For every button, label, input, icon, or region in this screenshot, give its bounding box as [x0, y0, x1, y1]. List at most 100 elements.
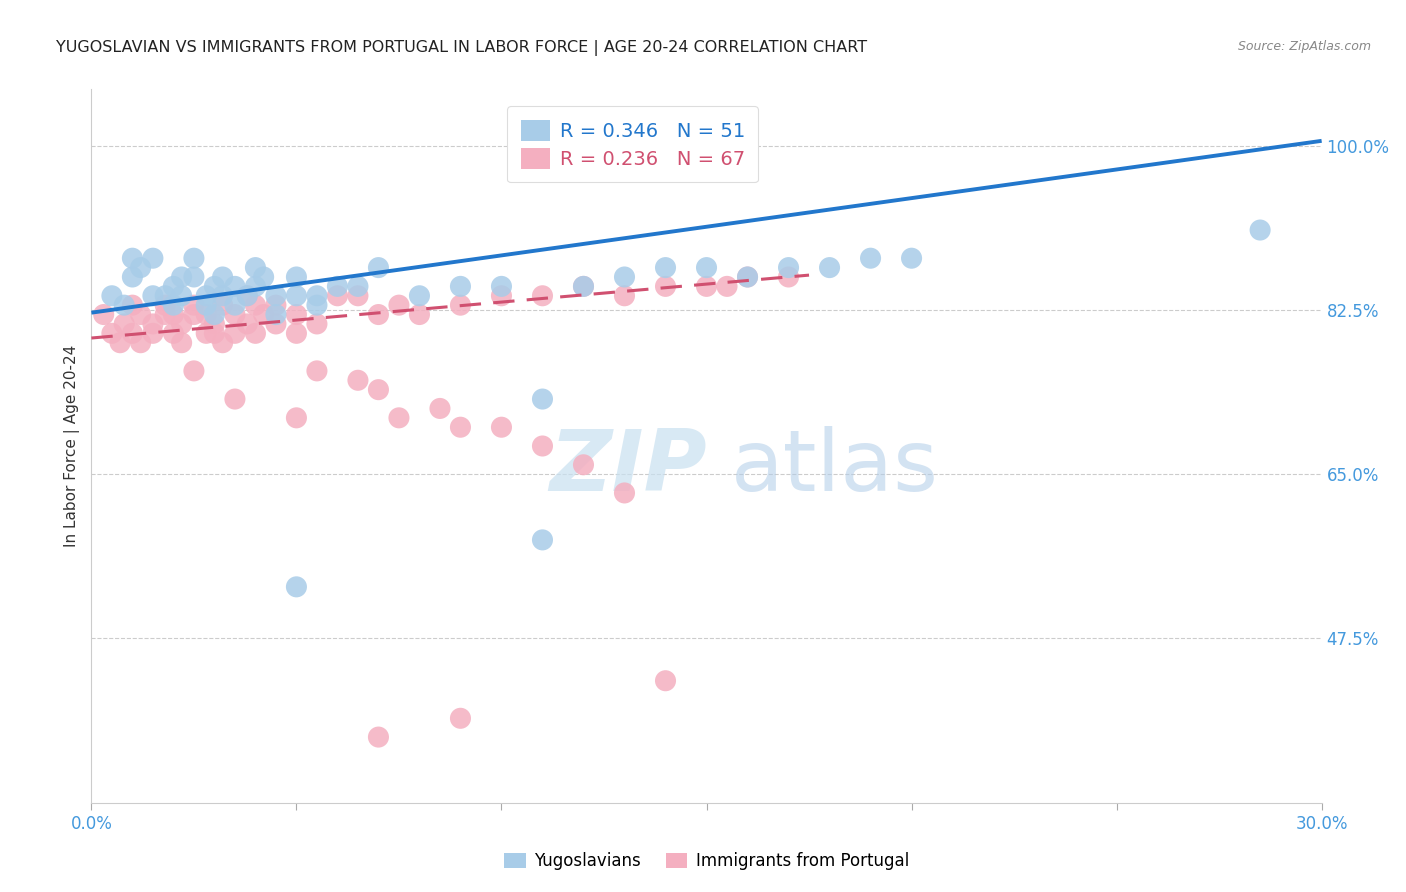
Point — [285, 308, 308, 322]
Point — [613, 486, 636, 500]
Point — [183, 251, 205, 265]
Point — [408, 289, 430, 303]
Point — [195, 326, 218, 341]
Point — [202, 326, 225, 341]
Point — [112, 298, 135, 312]
Point — [253, 270, 276, 285]
Point — [224, 392, 246, 406]
Point — [195, 298, 218, 312]
Point — [224, 298, 246, 312]
Point — [129, 335, 152, 350]
Point — [285, 326, 308, 341]
Point — [211, 298, 233, 312]
Point — [367, 383, 389, 397]
Point — [449, 298, 471, 312]
Point — [245, 326, 267, 341]
Point — [162, 326, 184, 341]
Point — [388, 298, 411, 312]
Point — [408, 308, 430, 322]
Point — [121, 251, 143, 265]
Point — [1249, 223, 1271, 237]
Point — [737, 270, 759, 285]
Text: ZIP: ZIP — [548, 425, 706, 509]
Point — [326, 279, 349, 293]
Point — [347, 373, 370, 387]
Point — [305, 289, 328, 303]
Point — [121, 326, 143, 341]
Point — [285, 580, 308, 594]
Point — [170, 289, 193, 303]
Point — [236, 289, 259, 303]
Text: Source: ZipAtlas.com: Source: ZipAtlas.com — [1237, 40, 1371, 54]
Point — [305, 298, 328, 312]
Point — [654, 673, 676, 688]
Point — [129, 260, 152, 275]
Point — [142, 317, 165, 331]
Legend: Yugoslavians, Immigrants from Portugal: Yugoslavians, Immigrants from Portugal — [498, 846, 915, 877]
Point — [153, 298, 177, 312]
Point — [101, 289, 124, 303]
Point — [108, 335, 131, 350]
Point — [613, 289, 636, 303]
Point — [367, 730, 389, 744]
Point — [253, 308, 276, 322]
Point — [236, 289, 259, 303]
Point — [347, 279, 370, 293]
Point — [211, 289, 233, 303]
Point — [142, 251, 165, 265]
Point — [162, 298, 184, 312]
Point — [716, 279, 738, 293]
Text: YUGOSLAVIAN VS IMMIGRANTS FROM PORTUGAL IN LABOR FORCE | AGE 20-24 CORRELATION C: YUGOSLAVIAN VS IMMIGRANTS FROM PORTUGAL … — [56, 40, 868, 56]
Point — [531, 392, 554, 406]
Point — [195, 308, 218, 322]
Point — [572, 458, 595, 472]
Point — [245, 260, 267, 275]
Point — [449, 711, 471, 725]
Point — [347, 289, 370, 303]
Point — [285, 289, 308, 303]
Point — [236, 317, 259, 331]
Point — [224, 279, 246, 293]
Point — [285, 270, 308, 285]
Point — [183, 308, 205, 322]
Point — [202, 279, 225, 293]
Point — [737, 270, 759, 285]
Point — [211, 335, 233, 350]
Point — [121, 298, 143, 312]
Point — [491, 289, 513, 303]
Point — [183, 364, 205, 378]
Point — [245, 279, 267, 293]
Point — [654, 260, 676, 275]
Point — [305, 317, 328, 331]
Point — [695, 260, 717, 275]
Point — [170, 270, 193, 285]
Point — [531, 533, 554, 547]
Point — [900, 251, 922, 265]
Point — [429, 401, 451, 416]
Point — [112, 317, 135, 331]
Point — [531, 289, 554, 303]
Point — [613, 270, 636, 285]
Point — [449, 420, 471, 434]
Point — [202, 317, 225, 331]
Point — [142, 289, 165, 303]
Y-axis label: In Labor Force | Age 20-24: In Labor Force | Age 20-24 — [65, 345, 80, 547]
Point — [654, 279, 676, 293]
Point — [695, 279, 717, 293]
Point — [859, 251, 882, 265]
Point — [211, 270, 233, 285]
Point — [183, 298, 205, 312]
Point — [224, 326, 246, 341]
Point — [326, 289, 349, 303]
Point — [572, 279, 595, 293]
Point — [388, 410, 411, 425]
Point — [195, 289, 218, 303]
Point — [162, 279, 184, 293]
Point — [142, 326, 165, 341]
Point — [285, 410, 308, 425]
Point — [93, 308, 115, 322]
Point — [121, 270, 143, 285]
Point — [367, 308, 389, 322]
Point — [778, 260, 800, 275]
Point — [224, 308, 246, 322]
